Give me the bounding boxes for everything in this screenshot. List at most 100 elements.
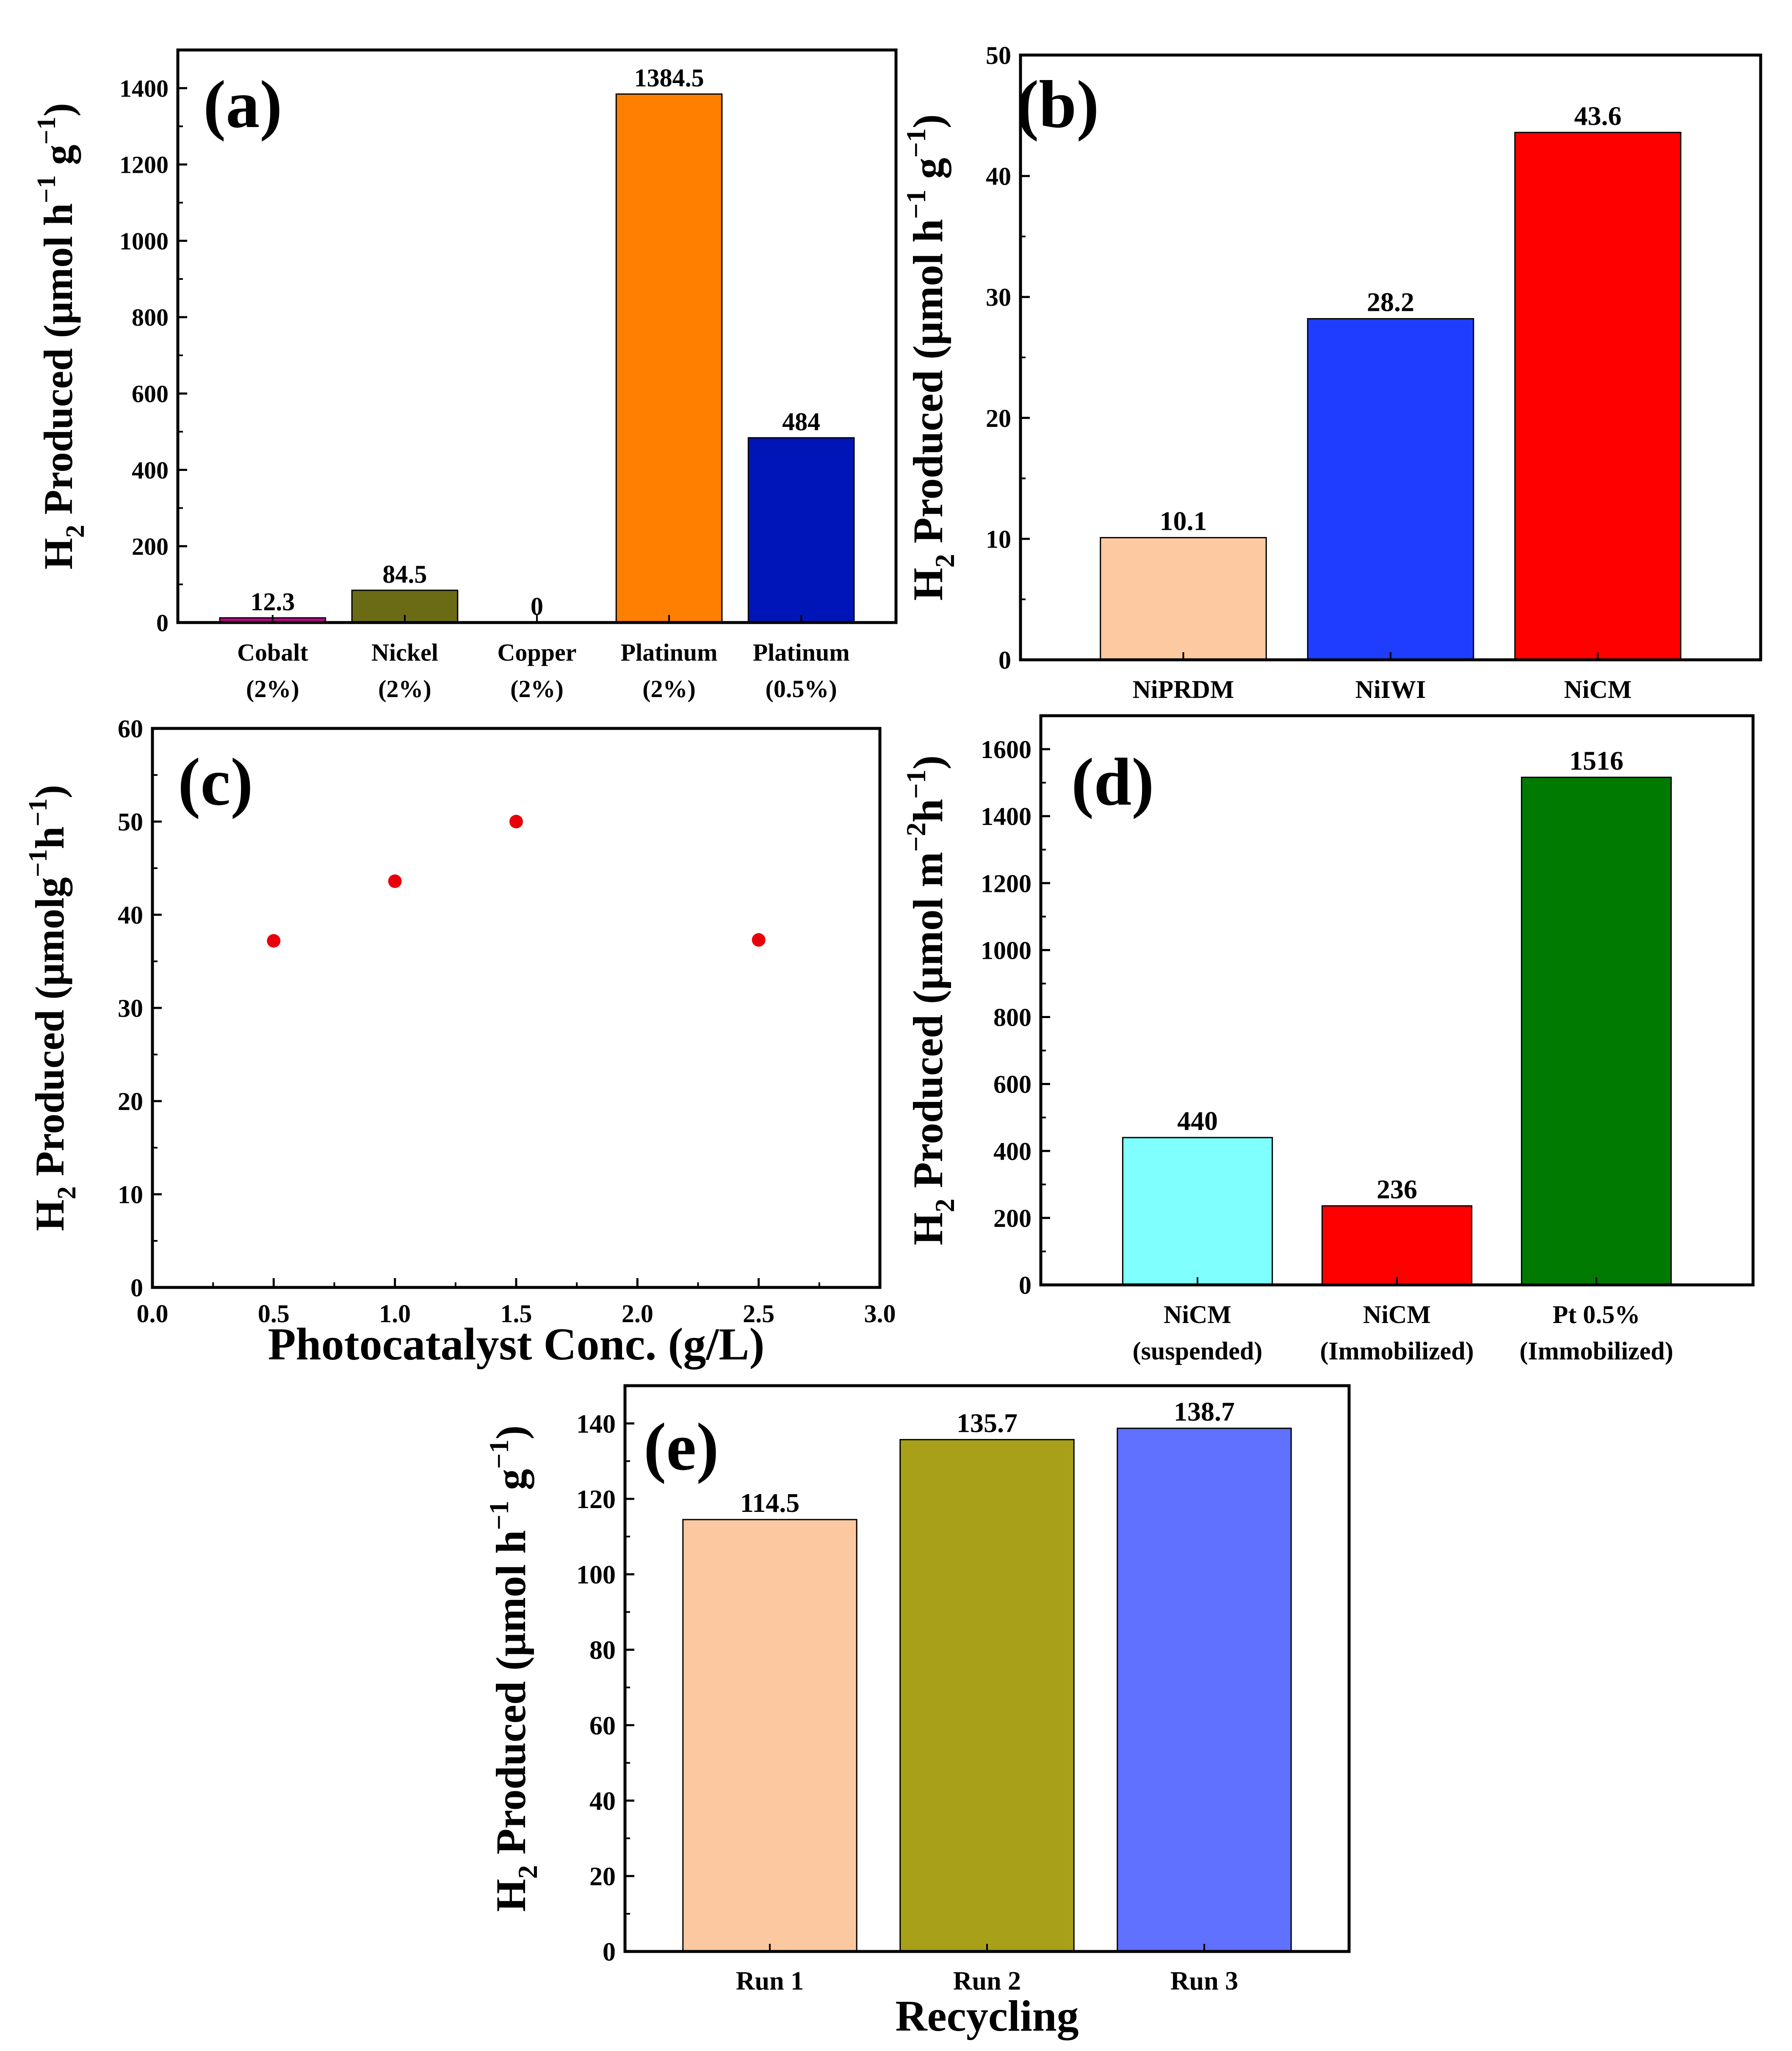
x-category-label: Cobalt xyxy=(237,639,308,666)
y-tick-label: 1400 xyxy=(119,75,169,102)
y-tick-label: 200 xyxy=(132,533,169,560)
y-tick-label: 120 xyxy=(576,1485,616,1514)
x-category-label: NiCM xyxy=(1363,1301,1431,1329)
bar-value-label: 28.2 xyxy=(1367,287,1414,317)
x-category-label: (2%) xyxy=(510,675,564,703)
bar xyxy=(747,437,855,623)
chart-panel-c: 0.0 0.5 1.0 1.5 2.0 2.5 3.0 0 10 20 30 40 50 60 H2 Pro… xyxy=(24,715,896,1370)
x-category-label: Nickel xyxy=(371,639,438,666)
y-tick-label: 800 xyxy=(993,1004,1032,1032)
y-tick-label: 20 xyxy=(589,1863,616,1891)
y-tick-label: 800 xyxy=(132,304,169,331)
bar-value-label: 440 xyxy=(1177,1106,1218,1136)
x-category-label: Platinum xyxy=(621,639,718,666)
y-tick-label: 400 xyxy=(132,457,169,484)
y-tick-label: 0 xyxy=(1019,1271,1032,1299)
y-tick-label: 50 xyxy=(118,808,143,836)
y-tick-label: 10 xyxy=(118,1181,143,1209)
x-axis-label: Photocatalyst Conc. (g/L) xyxy=(268,1319,765,1370)
x-category-label: Pt 0.5% xyxy=(1553,1301,1640,1329)
bar-value-label: 135.7 xyxy=(957,1408,1018,1438)
y-tick-label: 1200 xyxy=(119,151,169,179)
x-tick-label: 1.5 xyxy=(501,1300,532,1328)
x-category-label: Run 1 xyxy=(736,1967,804,1996)
y-tick-label: 30 xyxy=(118,994,143,1022)
scatter-point xyxy=(752,933,766,947)
y-tick-label: 40 xyxy=(986,163,1011,191)
x-tick-label: 1.0 xyxy=(379,1300,411,1328)
chart-panel-b: 10.1 NiPRDM 28.2 NiIWI 43.6 NiCM 0 10 20 30 40 50 H2… xyxy=(901,42,1762,703)
bar xyxy=(1307,318,1474,661)
x-category-label: (2%) xyxy=(246,675,299,703)
bar-value-label: 484 xyxy=(782,408,820,436)
plot-frame xyxy=(623,1384,1351,1953)
x-tick-label: 3.0 xyxy=(864,1300,896,1328)
bar-value-label: 84.5 xyxy=(382,560,427,588)
panel-label: (d) xyxy=(1071,744,1154,819)
y-tick-label: 0 xyxy=(998,646,1011,674)
panel-label: (c) xyxy=(178,744,253,819)
x-tick-label: 2.5 xyxy=(743,1300,774,1328)
x-category-label: Copper xyxy=(498,639,577,666)
plot-frame xyxy=(1039,714,1755,1287)
x-tick-label: 0.5 xyxy=(258,1300,290,1328)
y-tick-label: 1000 xyxy=(119,227,169,255)
bar-value-label: 10.1 xyxy=(1160,506,1207,536)
y-tick-label: 0 xyxy=(603,1938,616,1967)
bar-value-label: 114.5 xyxy=(740,1488,799,1518)
x-category-label: Run 2 xyxy=(953,1967,1021,1996)
x-category-label: (2%) xyxy=(642,675,696,703)
y-axis-label: H2 Produced (μmol h−1 g−1) xyxy=(901,114,960,601)
y-tick-label: 400 xyxy=(993,1138,1032,1165)
panel-label: (a) xyxy=(203,66,282,142)
y-tick-label: 1400 xyxy=(981,803,1032,830)
y-axis-label: H2 Produced (μmolg−1h−1) xyxy=(24,785,81,1231)
scatter-point xyxy=(388,874,402,888)
x-category-label: (Immobilized) xyxy=(1320,1337,1474,1365)
y-tick-label: 1200 xyxy=(981,869,1032,897)
x-category-label: NiIWI xyxy=(1355,675,1426,703)
y-tick-label: 40 xyxy=(118,901,143,929)
y-tick-label: 200 xyxy=(993,1204,1032,1232)
y-tick-label: 140 xyxy=(576,1410,616,1439)
bar xyxy=(1514,132,1681,661)
bar xyxy=(682,1519,857,1952)
y-tick-label: 60 xyxy=(118,715,143,743)
panel-label: (e) xyxy=(644,1409,719,1484)
y-axis-label: H2 Produced (μmol m−2h−1) xyxy=(901,756,960,1246)
y-tick-label: 30 xyxy=(986,283,1011,311)
x-category-label: Run 3 xyxy=(1170,1967,1238,1996)
bar-value-label: 236 xyxy=(1377,1174,1417,1204)
y-tick-label: 60 xyxy=(589,1711,616,1740)
chart-panel-d: 440 NiCM (suspended) 236 NiCM (Immobilized) 15… xyxy=(901,714,1755,1365)
bar xyxy=(1117,1428,1292,1952)
scatter-point xyxy=(509,815,523,828)
bar xyxy=(615,93,723,623)
x-category-label: Platinum xyxy=(753,639,850,666)
y-axis-label: H2 Produced (μmol h−1 g−1) xyxy=(484,1425,543,1912)
x-category-label: (0.5%) xyxy=(766,675,837,703)
chart-panel-e: 114.5 Run 1 135.7 Run 2 138.7 Run 3 0 20 40 60 80 1… xyxy=(484,1384,1351,2040)
y-tick-label: 0 xyxy=(130,1274,143,1302)
bar xyxy=(1122,1137,1273,1286)
y-tick-label: 40 xyxy=(589,1787,616,1816)
bar xyxy=(1100,537,1267,661)
x-category-label: (Immobilized) xyxy=(1519,1337,1673,1365)
panel-label: (b) xyxy=(1016,66,1099,142)
y-tick-label: 10 xyxy=(986,525,1011,553)
x-tick-label: 2.0 xyxy=(622,1300,653,1328)
y-tick-label: 20 xyxy=(118,1088,143,1115)
bar-value-label: 43.6 xyxy=(1574,101,1621,131)
y-axis-label: H2 Produced (μmol h−1 g−1) xyxy=(32,103,90,570)
scatter-point xyxy=(267,934,281,948)
x-category-label: NiCM xyxy=(1164,1301,1231,1329)
bar xyxy=(1321,1205,1473,1286)
plot-frame xyxy=(176,48,898,624)
bar xyxy=(899,1439,1075,1952)
y-tick-label: 600 xyxy=(993,1071,1032,1099)
x-category-label: (suspended) xyxy=(1133,1337,1263,1365)
y-tick-label: 1000 xyxy=(981,936,1032,964)
y-tick-label: 20 xyxy=(986,404,1011,432)
bar-value-label: 1516 xyxy=(1569,745,1623,775)
